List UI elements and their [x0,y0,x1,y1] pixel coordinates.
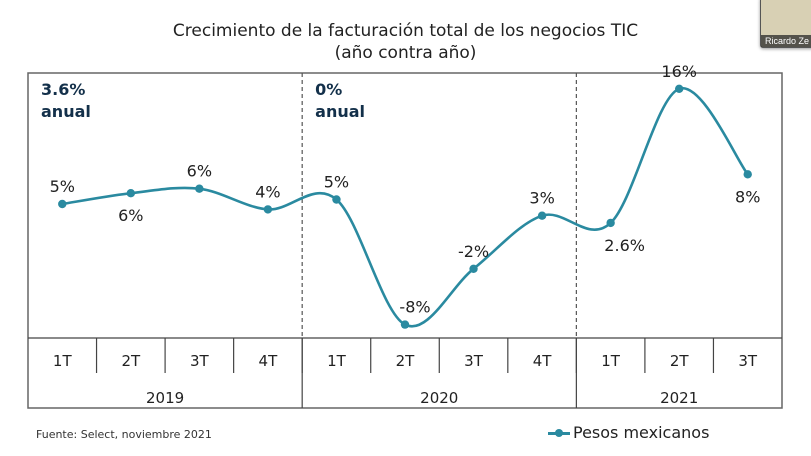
x-tick-label: 3T [190,352,210,370]
x-tick-label: 2T [121,352,141,370]
data-point [58,199,67,209]
data-point [126,189,136,198]
x-tick-label: 2T [396,352,416,370]
annual-growth-label: anual [41,102,91,121]
data-label: 8% [735,187,760,206]
data-label: -8% [399,298,430,317]
year-label: 2019 [146,389,184,407]
x-tick-label: 4T [533,352,553,370]
data-point [469,264,478,273]
legend-label: Pesos mexicanos [573,423,710,442]
x-tick-label: 1T [327,352,347,370]
annual-growth-label: anual [315,102,365,121]
data-point [332,195,341,204]
data-label: 6% [118,206,143,225]
data-point [195,184,204,193]
data-point [537,211,547,220]
legend: Pesos mexicanos [548,423,709,442]
data-label: 6% [187,162,212,181]
source-note: Fuente: Select, noviembre 2021 [36,428,212,441]
annual-growth-value: 3.6% [41,80,85,99]
year-label: 2021 [660,389,698,407]
x-tick-label: 3T [738,352,758,370]
x-tick-label: 1T [601,352,621,370]
data-label: 4% [255,182,280,201]
data-label: 5% [50,177,75,196]
data-label: -2% [458,242,489,261]
participant-name: Ricardo Ze [761,35,811,47]
chart-title-line1: Crecimiento de la facturación total de l… [172,21,639,41]
data-point [606,218,615,228]
year-label: 2020 [420,389,458,407]
x-tick-label: 2T [670,352,690,370]
data-point [263,205,273,214]
x-tick-label: 1T [53,352,73,370]
x-tick-label: 3T [464,352,484,370]
series-line-pesos-mexicanos [62,87,749,328]
plot-frame [27,72,783,409]
chart-title-line2: (año contra año) [334,43,477,63]
data-label: 16% [661,62,697,81]
chart-title: Crecimiento de la facturación total de l… [0,20,811,64]
data-label: 5% [324,173,349,192]
data-point [674,84,684,94]
data-point [400,320,410,329]
x-tick-label: 4T [259,352,279,370]
data-label: 3% [529,189,554,208]
annual-growth-value: 0% [315,80,342,99]
legend-marker-icon [548,427,570,439]
data-point [743,170,752,179]
participant-video-thumbnail[interactable]: Ricardo Ze [760,0,811,48]
data-label: 2.6% [604,236,645,255]
